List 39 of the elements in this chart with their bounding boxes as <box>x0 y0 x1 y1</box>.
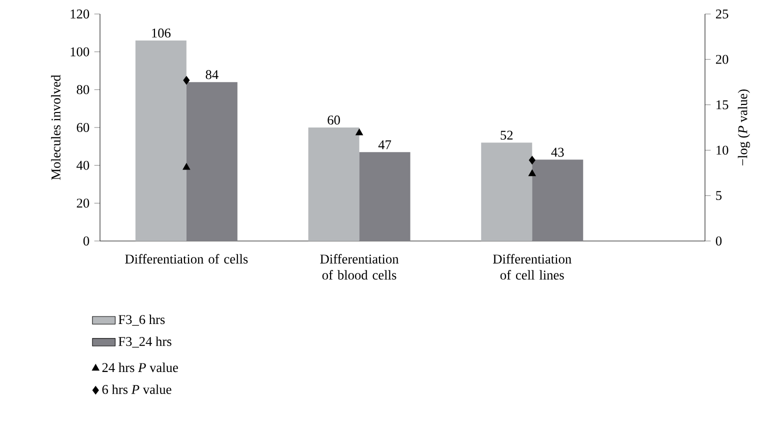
data-label: 106 <box>152 28 171 38</box>
x-tick-label: Differentiation of blood cells <box>320 254 399 280</box>
y2-tick-label: 10 <box>716 146 728 155</box>
y-tick-label: 60 <box>76 122 90 132</box>
y-tick-label: 120 <box>70 9 90 18</box>
legend-label: F3_6 hrs <box>118 314 165 326</box>
x-tick-label: Differentiation of cell lines <box>493 254 572 280</box>
bar <box>135 40 186 241</box>
legend-label: 24 hrs P value <box>102 362 178 372</box>
bar <box>532 160 584 241</box>
data-label: 47 <box>378 140 392 150</box>
point <box>356 128 364 136</box>
y2-tick-label: 20 <box>716 54 728 64</box>
data-label: 84 <box>206 70 218 80</box>
bar <box>186 82 238 241</box>
point <box>528 156 536 164</box>
y2-axis-title: −log (P value) <box>738 90 750 166</box>
point <box>528 170 536 176</box>
y-tick-label: 80 <box>76 85 90 94</box>
y2-tick-label: 25 <box>716 10 728 18</box>
y2-tick-label: 15 <box>716 100 728 110</box>
y2-tick-label: 5 <box>716 191 722 200</box>
x-tick-label: Differentiation of cells <box>125 254 248 264</box>
data-label: 52 <box>500 130 513 140</box>
y-tick-label: 100 <box>70 47 90 56</box>
bar <box>359 152 410 241</box>
y-tick-label: 20 <box>76 198 90 208</box>
data-label: 60 <box>328 116 340 125</box>
point <box>182 163 190 170</box>
y-tick-label: 0 <box>83 236 90 246</box>
legend-label: 6 hrs P value <box>102 384 172 394</box>
y-tick-label: 40 <box>76 160 90 170</box>
y-axis-title: Molecules involved <box>51 74 60 180</box>
y2-tick-label: 0 <box>716 236 722 246</box>
bar <box>308 127 360 241</box>
bar <box>481 142 532 241</box>
data-label: 43 <box>551 148 564 157</box>
legend-label: F3_24 hrs <box>118 336 172 348</box>
point <box>183 76 190 85</box>
